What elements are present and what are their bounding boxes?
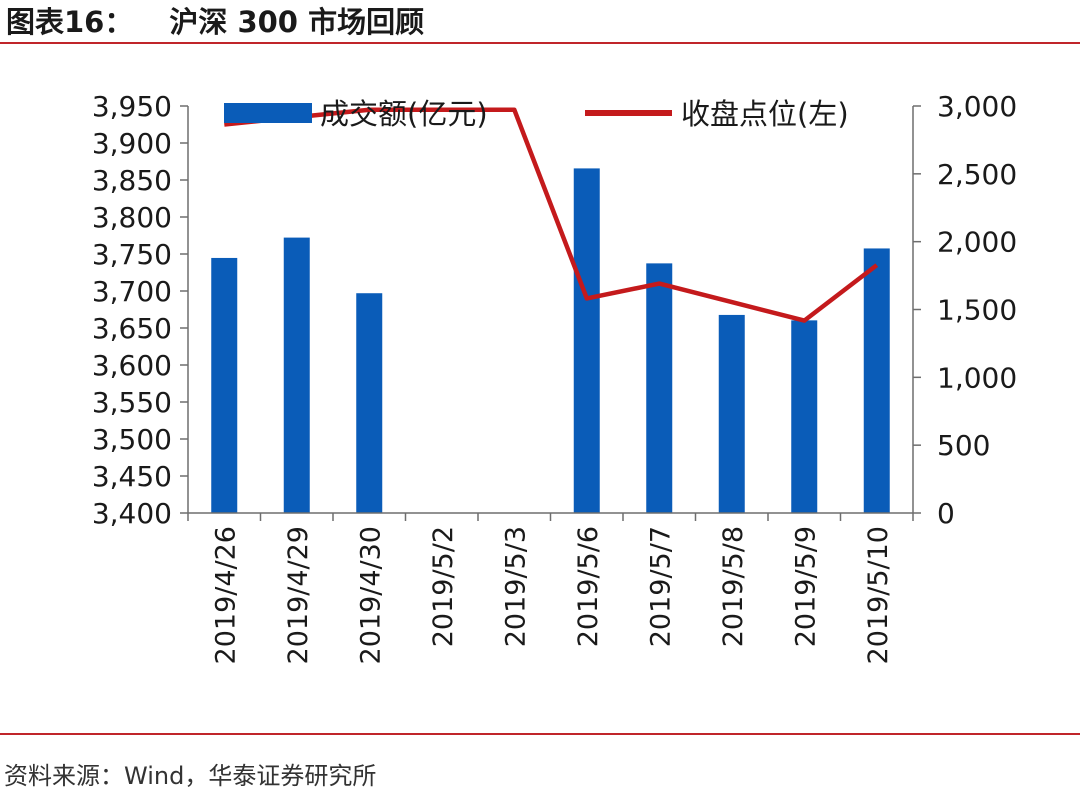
bottom-divider [0,733,1080,735]
x-tick-label: 2019/5/6 [573,526,604,647]
line-close-index [224,107,879,323]
bar-2019/5/8 [718,314,745,513]
y-left-tick-label: 3,500 [92,423,172,456]
y-left-tick-label: 3,950 [92,90,172,123]
bar-2019/4/30 [356,293,383,513]
bar-2019/4/29 [283,237,310,513]
y-right-tick-label: 0 [937,497,955,530]
y-left-tick-label: 3,600 [92,349,172,382]
y-right-tick-label: 500 [937,429,990,462]
legend-line-label: 收盘点位(左) [681,97,849,131]
legend-bar-label: 成交额(亿元) [320,97,488,131]
y-left-tick-label: 3,550 [92,386,172,419]
y-axis-left-ticks: 3,400 3,450 3,500 3,550 3,600 3,650 3,700 3,750… [92,90,188,530]
y-left-tick-label: 3,450 [92,460,172,493]
bar-2019/5/9 [791,320,818,513]
bar-2019/5/6 [573,168,600,513]
y-axis-right-ticks: 0 500 1,000 1,500 2,000 2,500 3,000 [913,90,1017,530]
source-note: 资料来源：Wind，华泰证券研究所 [4,762,377,790]
x-tick-label: 2019/5/3 [500,526,531,647]
legend-bar-swatch [224,103,312,123]
y-left-tick-label: 3,650 [92,312,172,345]
bar-2019/5/10 [863,248,890,513]
y-left-tick-label: 3,900 [92,127,172,160]
figure-label: 图表16： [6,5,134,39]
x-tick-label: 2019/5/7 [645,526,676,647]
y-right-tick-label: 2,500 [937,158,1017,191]
bar-series [211,168,890,513]
x-tick-label: 2019/4/30 [355,526,386,664]
y-left-tick-label: 3,700 [92,275,172,308]
x-tick-label: 2019/5/9 [790,526,821,647]
bar-2019/5/7 [646,263,673,513]
x-tick-label: 2019/4/29 [283,526,314,664]
y-left-tick-label: 3,750 [92,238,172,271]
x-tick-label: 2019/5/2 [428,526,459,647]
x-tick-label: 2019/5/8 [718,526,749,647]
x-tick-label: 2019/5/10 [863,526,894,664]
chart: 3,400 3,450 3,500 3,550 3,600 3,650 3,700 3,750… [92,90,1017,664]
figure-title: 图表16： 沪深 300 市场回顾 [6,2,424,42]
x-axis-ticks: 2019/4/26 2019/4/29 2019/4/30 2019/5/2 2019/… [187,513,914,664]
y-left-tick-label: 3,400 [92,497,172,530]
top-divider [0,42,1080,44]
y-left-tick-label: 3,800 [92,201,172,234]
y-right-tick-label: 1,500 [937,294,1017,327]
line-series [224,107,879,323]
bar-2019/4/26 [211,257,238,513]
legend: 成交额(亿元) 收盘点位(左) [224,97,849,131]
y-right-tick-label: 3,000 [937,90,1017,123]
y-right-tick-label: 1,000 [937,361,1017,394]
x-tick-label: 2019/4/26 [210,526,241,664]
y-right-tick-label: 2,000 [937,226,1017,259]
y-left-tick-label: 3,850 [92,164,172,197]
chart-title: 沪深 300 市场回顾 [169,5,425,39]
